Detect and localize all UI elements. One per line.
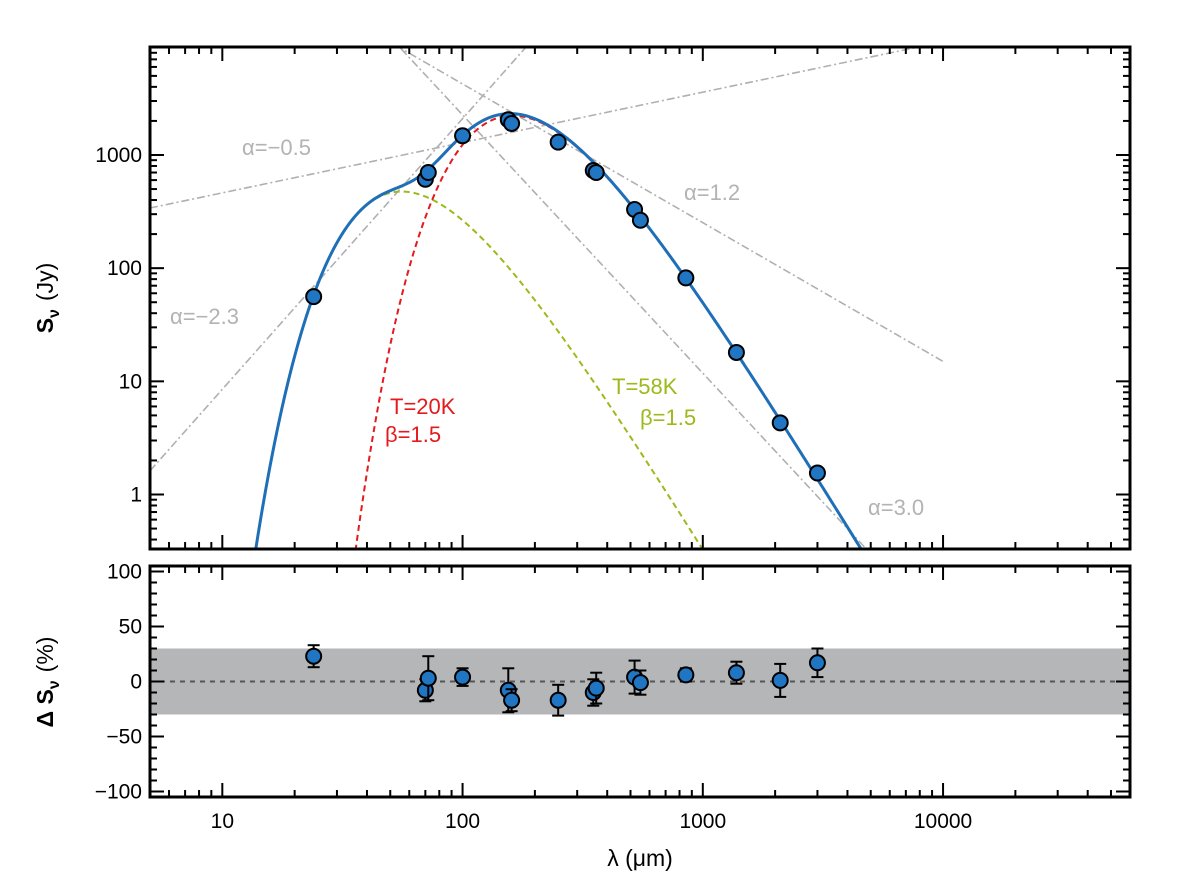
svg-text:Δ Sν(%): Δ Sν (%) [32, 637, 63, 728]
top-ylabel: Sν (Jy) [32, 263, 63, 334]
powerlaw-line-2 [150, 47, 528, 472]
residual-point [587, 671, 605, 705]
residual-marker [305, 647, 323, 665]
residual-marker [727, 664, 745, 682]
bottom-ylabel-unit: (%) [32, 637, 58, 673]
residual-point [631, 669, 649, 696]
top-annotations: α=−0.5 α=−2.3 α=1.2 α=3.0 T=20K β=1.5 T=… [170, 135, 924, 520]
sed-data-point [677, 269, 695, 287]
warm-component-curve [293, 190, 704, 549]
tick-labels: 1 10 100 1000 −100 −50 0 50 100 10 100 1000 10000 [95, 144, 973, 833]
powerlaw-line-4 [398, 47, 868, 549]
annotation-warm-temperature: T=58K [612, 374, 678, 399]
sed-data-point [419, 164, 437, 182]
residual-marker [631, 674, 649, 692]
residual-marker [587, 679, 605, 697]
bottom-panel-frame [148, 564, 1132, 799]
top-ylabel-main: S [32, 318, 58, 333]
residual-point [771, 662, 789, 698]
residual-point [549, 683, 567, 717]
x-tick-label: 10 [211, 810, 234, 833]
annotation-alpha-minus-2-3: α=−2.3 [170, 304, 239, 329]
top-y-tick-label: 100 [107, 257, 142, 280]
residual-point [727, 660, 745, 685]
sed-data-point [454, 127, 472, 145]
annotation-alpha-1-2: α=1.2 [684, 180, 740, 205]
residual-points [305, 644, 826, 717]
top-y-tick-label: 1000 [95, 144, 142, 167]
top-y-tick-label: 1 [130, 484, 142, 507]
bottom-y-tick-label: 50 [119, 616, 142, 639]
residual-point [419, 655, 437, 702]
top-ylabel-sub: ν [46, 309, 63, 318]
residual-marker [454, 668, 472, 686]
sed-data-point [587, 164, 605, 182]
bottom-y-tick-label: −50 [106, 726, 142, 749]
sed-data-points [305, 111, 826, 482]
x-axis-label: λ (μm) [607, 845, 673, 871]
sed-data-point [503, 114, 521, 132]
bottom-ylabel-main: Δ S [32, 689, 58, 727]
x-tick-label: 100 [445, 810, 480, 833]
bottom-y-tick-label: −100 [95, 781, 142, 804]
bottom-y-tick-label: 0 [130, 671, 142, 694]
sed-data-point [727, 343, 745, 361]
residual-point [454, 667, 472, 687]
sed-data-point [631, 211, 649, 229]
annotation-alpha-3-0: α=3.0 [868, 495, 924, 520]
residual-point [808, 647, 826, 679]
x-tick-label: 1000 [679, 810, 726, 833]
top-panel-frame [148, 45, 1132, 551]
bottom-ylabel-sub: ν [46, 680, 63, 689]
residual-marker [549, 691, 567, 709]
annotation-alpha-minus-0-5: α=−0.5 [242, 135, 311, 160]
sed-data-point [549, 133, 567, 151]
annotation-warm-beta: β=1.5 [640, 405, 696, 430]
residual-marker [771, 671, 789, 689]
top-y-tick-label: 10 [119, 370, 142, 393]
sed-data-point [771, 414, 789, 432]
bottom-ylabel: Δ Sν (%) [32, 637, 63, 728]
residual-marker [677, 666, 695, 684]
model-curves [254, 112, 863, 549]
sed-data-point [808, 464, 826, 482]
annotation-cold-temperature: T=20K [390, 394, 456, 419]
residual-point [305, 644, 323, 669]
powerlaw-line-3 [397, 47, 944, 363]
annotation-cold-beta: β=1.5 [385, 422, 441, 447]
residual-point [503, 688, 521, 713]
top-ylabel-unit: (Jy) [32, 263, 58, 301]
residual-marker [503, 691, 521, 709]
total-model-curve [254, 112, 863, 549]
residual-marker [419, 669, 437, 687]
residual-point [677, 666, 695, 684]
residual-marker [808, 654, 826, 672]
bottom-y-tick-label: 100 [107, 561, 142, 584]
x-tick-label: 10000 [914, 810, 972, 833]
svg-text:Sν(Jy): Sν (Jy) [32, 263, 63, 334]
sed-data-point [305, 288, 323, 306]
